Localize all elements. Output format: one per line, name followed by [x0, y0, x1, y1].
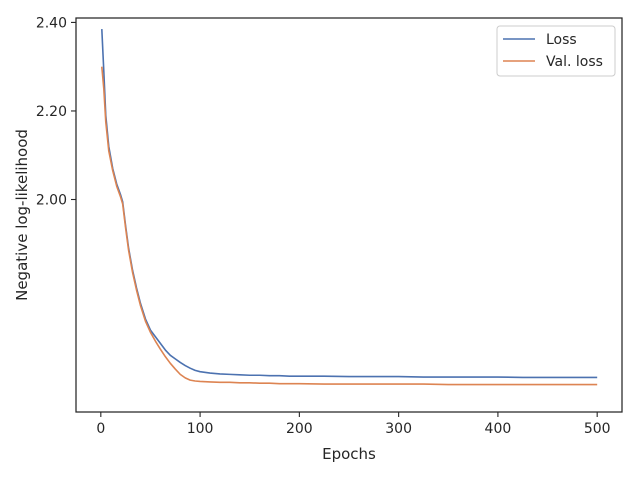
legend-label-val-loss: Val. loss [546, 54, 603, 70]
y-axis-label: Negative log-likelihood [13, 129, 31, 301]
y-tick-label: 2.20 [36, 104, 67, 120]
y-axis-ticks: 2.00 2.20 2.40 [36, 15, 76, 209]
y-tick-label: 2.00 [36, 193, 67, 209]
x-tick-label: 500 [584, 421, 611, 437]
legend: Loss Val. loss [496, 25, 616, 77]
x-tick-label: 0 [96, 421, 105, 437]
x-axis-label: Epochs [322, 445, 376, 463]
axes-frame [75, 17, 623, 413]
series-line-val-loss [101, 66, 598, 386]
x-axis-ticks: 0 100 200 300 400 500 [96, 412, 611, 437]
y-tick-label: 2.40 [36, 15, 67, 31]
x-tick-label: 200 [286, 421, 313, 437]
x-tick-label: 100 [187, 421, 214, 437]
x-tick-label: 400 [485, 421, 512, 437]
x-tick-label: 300 [385, 421, 412, 437]
legend-label-loss: Loss [546, 32, 577, 48]
plot-area [101, 29, 598, 386]
